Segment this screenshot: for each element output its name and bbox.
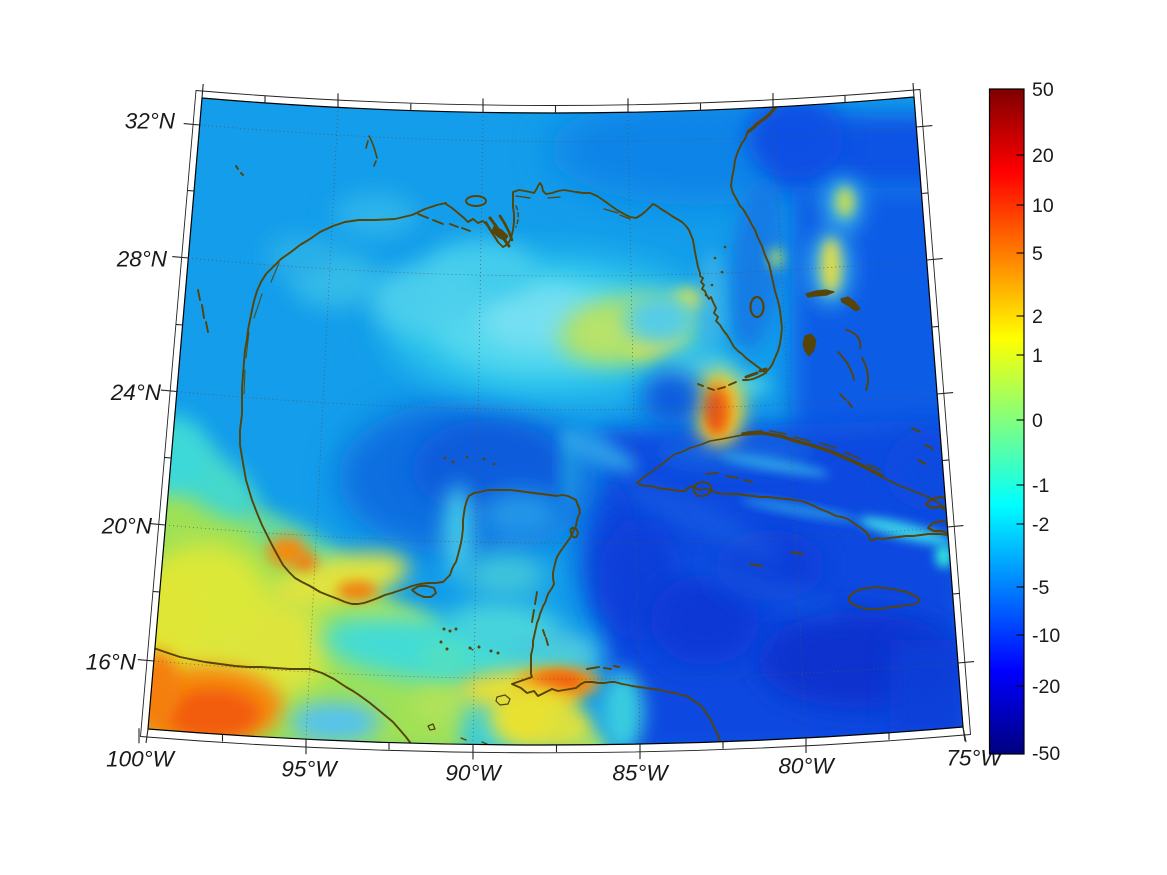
svg-text:10: 10 [1032, 195, 1054, 217]
svg-text:-50: -50 [1032, 743, 1060, 765]
svg-text:50: 50 [1032, 79, 1054, 101]
svg-text:32°N: 32°N [125, 109, 176, 134]
svg-text:28°N: 28°N [116, 247, 168, 272]
svg-text:20°N: 20°N [101, 514, 153, 539]
svg-text:-5: -5 [1032, 577, 1049, 599]
svg-text:1: 1 [1032, 345, 1043, 367]
svg-text:20: 20 [1032, 145, 1054, 167]
svg-text:-10: -10 [1032, 625, 1060, 647]
svg-text:90°W: 90°W [445, 761, 502, 786]
svg-text:0: 0 [1032, 410, 1043, 432]
svg-text:-1: -1 [1032, 475, 1049, 497]
svg-text:2: 2 [1032, 306, 1043, 328]
svg-text:24°N: 24°N [110, 380, 162, 405]
svg-text:80°W: 80°W [778, 754, 835, 779]
svg-text:16°N: 16°N [86, 650, 137, 675]
svg-text:85°W: 85°W [612, 761, 669, 786]
svg-text:95°W: 95°W [281, 757, 338, 782]
svg-text:5: 5 [1032, 243, 1043, 265]
svg-text:-20: -20 [1032, 676, 1060, 698]
svg-text:100°W: 100°W [106, 747, 176, 772]
svg-text:-2: -2 [1032, 514, 1049, 536]
